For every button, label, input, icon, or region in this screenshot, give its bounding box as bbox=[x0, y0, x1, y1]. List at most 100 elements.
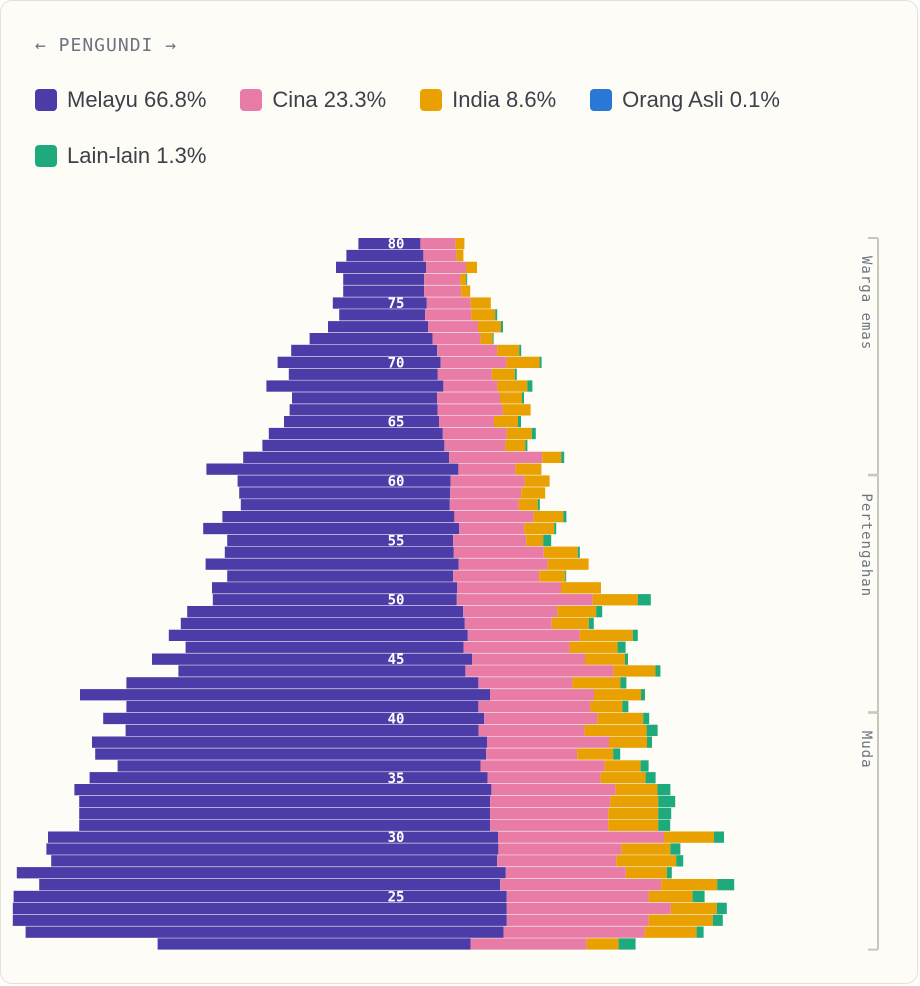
legend-item[interactable]: Lain-lain 1.3% bbox=[35, 143, 206, 169]
bar-melayu-41[interactable] bbox=[126, 700, 479, 713]
bar-melayu-48[interactable] bbox=[180, 617, 465, 630]
bar-lain-lain-62[interactable] bbox=[561, 451, 565, 463]
bar-india-30[interactable] bbox=[664, 831, 714, 843]
bar-india-73[interactable] bbox=[478, 321, 501, 333]
bar-lain-lain-71[interactable] bbox=[519, 344, 522, 357]
bar-india-34[interactable] bbox=[615, 784, 658, 796]
bar-melayu-62[interactable] bbox=[243, 451, 450, 463]
bar-lain-lain-38[interactable] bbox=[647, 736, 652, 748]
bar-melayu-44[interactable] bbox=[178, 665, 466, 677]
bar-melayu-60[interactable] bbox=[237, 475, 451, 487]
bar-melayu-67[interactable] bbox=[292, 392, 437, 404]
bar-cina-54[interactable] bbox=[453, 546, 544, 558]
bar-melayu-59[interactable] bbox=[239, 487, 451, 499]
bar-melayu-64[interactable] bbox=[268, 427, 443, 440]
bar-india-68[interactable] bbox=[497, 380, 528, 392]
bar-lain-lain-48[interactable] bbox=[588, 617, 594, 630]
bar-melayu-80[interactable] bbox=[358, 238, 421, 250]
bar-melayu-77[interactable] bbox=[343, 273, 425, 285]
bar-cina-69[interactable] bbox=[437, 368, 492, 380]
bar-india-43[interactable] bbox=[572, 677, 621, 689]
bar-india-58[interactable] bbox=[518, 499, 538, 511]
bar-melayu-52[interactable] bbox=[227, 570, 454, 582]
bar-cina-47[interactable] bbox=[467, 629, 580, 641]
bar-melayu-46[interactable] bbox=[185, 641, 464, 653]
bar-melayu-50[interactable] bbox=[212, 594, 457, 606]
bar-cina-30[interactable] bbox=[498, 831, 664, 843]
bar-melayu-39[interactable] bbox=[125, 724, 479, 736]
bar-lain-lain-25[interactable] bbox=[692, 890, 705, 903]
bar-melayu-47[interactable] bbox=[168, 629, 468, 641]
bar-india-80[interactable] bbox=[455, 238, 465, 250]
bar-india-50[interactable] bbox=[592, 594, 638, 606]
bar-melayu-40[interactable] bbox=[103, 712, 485, 725]
bar-india-23[interactable] bbox=[648, 914, 713, 926]
bar-lain-lain-45[interactable] bbox=[625, 653, 628, 665]
bar-india-38[interactable] bbox=[609, 736, 647, 748]
bar-cina-80[interactable] bbox=[420, 238, 456, 250]
bar-melayu-26[interactable] bbox=[39, 879, 501, 891]
bar-melayu-78[interactable] bbox=[336, 261, 426, 273]
bar-cina-45[interactable] bbox=[472, 653, 585, 665]
bar-india-55[interactable] bbox=[526, 534, 544, 547]
bar-india-65[interactable] bbox=[494, 416, 518, 428]
bar-lain-lain-29[interactable] bbox=[670, 843, 681, 855]
bar-lain-lain-55[interactable] bbox=[543, 534, 552, 547]
bar-india-35[interactable] bbox=[600, 772, 646, 784]
bar-india-24[interactable] bbox=[670, 902, 717, 914]
bar-cina-23[interactable] bbox=[506, 914, 649, 926]
bar-lain-lain-50[interactable] bbox=[637, 594, 651, 606]
bar-lain-lain-36[interactable] bbox=[640, 760, 649, 772]
bar-melayu-69[interactable] bbox=[288, 368, 438, 380]
bar-melayu-51[interactable] bbox=[212, 582, 457, 594]
bar-lain-lain-40[interactable] bbox=[643, 712, 650, 725]
bar-melayu-29[interactable] bbox=[46, 843, 499, 855]
bar-india-29[interactable] bbox=[621, 843, 671, 855]
bar-india-47[interactable] bbox=[579, 629, 633, 641]
bar-melayu-76[interactable] bbox=[343, 285, 425, 297]
bar-melayu-27[interactable] bbox=[16, 867, 506, 879]
bar-india-33[interactable] bbox=[610, 795, 659, 808]
bar-india-28[interactable] bbox=[616, 855, 677, 867]
bar-india-40[interactable] bbox=[597, 712, 644, 725]
bar-cina-77[interactable] bbox=[424, 273, 461, 285]
bar-melayu-57[interactable] bbox=[222, 511, 455, 523]
bar-cina-39[interactable] bbox=[478, 724, 585, 736]
bar-melayu-65[interactable] bbox=[284, 416, 439, 428]
bar-melayu-54[interactable] bbox=[224, 546, 454, 558]
bar-india-27[interactable] bbox=[625, 867, 667, 879]
bar-india-70[interactable] bbox=[506, 356, 540, 368]
bar-india-46[interactable] bbox=[569, 641, 618, 653]
bar-india-77[interactable] bbox=[460, 273, 467, 285]
bar-cina-66[interactable] bbox=[437, 404, 503, 416]
bar-cina-68[interactable] bbox=[443, 380, 498, 392]
bar-cina-37[interactable] bbox=[486, 748, 578, 760]
bar-india-21[interactable] bbox=[586, 938, 619, 950]
bar-lain-lain-33[interactable] bbox=[658, 795, 676, 808]
bar-india-31[interactable] bbox=[608, 819, 659, 831]
bar-cina-49[interactable] bbox=[463, 606, 558, 618]
bar-melayu-42[interactable] bbox=[80, 689, 490, 701]
category-nav[interactable]: ← PENGUNDI → bbox=[35, 35, 178, 56]
bar-melayu-25[interactable] bbox=[13, 890, 507, 903]
bar-melayu-36[interactable] bbox=[117, 760, 481, 772]
bar-india-37[interactable] bbox=[577, 748, 614, 760]
bar-melayu-24[interactable] bbox=[12, 902, 507, 914]
bar-cina-25[interactable] bbox=[506, 890, 649, 903]
bar-lain-lain-44[interactable] bbox=[655, 665, 661, 677]
bar-lain-lain-41[interactable] bbox=[622, 700, 629, 713]
bar-cina-24[interactable] bbox=[506, 902, 671, 914]
bar-cina-55[interactable] bbox=[453, 534, 527, 547]
bar-cina-79[interactable] bbox=[423, 249, 457, 262]
bar-cina-31[interactable] bbox=[490, 819, 609, 831]
bar-india-51[interactable] bbox=[561, 582, 601, 594]
bar-melayu-21[interactable] bbox=[157, 938, 471, 950]
bar-melayu-74[interactable] bbox=[339, 309, 426, 321]
bar-cina-46[interactable] bbox=[463, 641, 570, 653]
bar-melayu-58[interactable] bbox=[240, 499, 450, 511]
bar-melayu-75[interactable] bbox=[332, 297, 427, 309]
bar-india-78[interactable] bbox=[466, 261, 477, 273]
bar-india-41[interactable] bbox=[590, 700, 623, 713]
bar-lain-lain-32[interactable] bbox=[658, 807, 672, 820]
bar-india-74[interactable] bbox=[471, 309, 496, 321]
